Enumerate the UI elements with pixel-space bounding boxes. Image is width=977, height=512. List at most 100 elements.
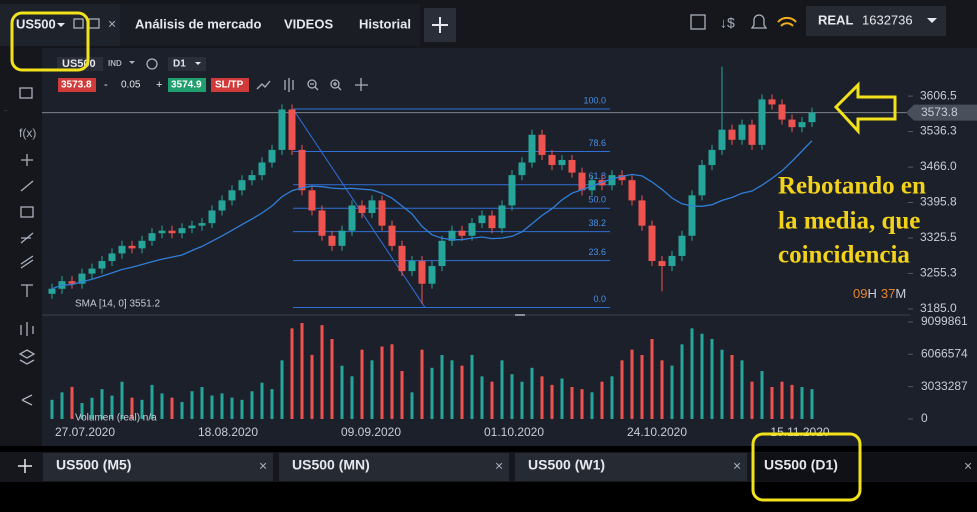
indicator-label: SMA [14, 0] 3551.2 [75, 299, 160, 310]
close-icon[interactable]: × [495, 458, 503, 474]
volume-bar [560, 378, 564, 419]
close-icon[interactable]: × [108, 16, 116, 32]
sltp-button[interactable] [211, 78, 249, 92]
candle-body [798, 122, 806, 128]
candle-body [518, 162, 526, 176]
close-icon[interactable]: × [259, 458, 267, 474]
sell-button[interactable] [58, 78, 96, 92]
tabs-bg [120, 4, 420, 46]
volume-bar [760, 371, 764, 419]
tab[interactable]: Historial [359, 16, 411, 31]
last-price-tag [906, 104, 977, 121]
dropdown-arrow[interactable] [57, 23, 65, 27]
bottom-tab[interactable] [43, 453, 273, 481]
info-icon[interactable] [146, 58, 158, 70]
annotation-text: la media, que [778, 208, 920, 235]
annotation-text: Rebotando en [778, 173, 926, 200]
symbol[interactable]: US500 [16, 16, 56, 31]
volume-bar [660, 360, 664, 419]
fib-label: 23.6 [588, 247, 606, 257]
candle-body [558, 159, 566, 166]
volume-bar [140, 399, 144, 419]
deposit-icon[interactable]: ↓$ [720, 15, 735, 31]
candle-body [638, 200, 646, 226]
volume-bar [690, 328, 694, 419]
volume-bar [220, 393, 224, 419]
candle-body [328, 235, 336, 246]
layout-icon[interactable] [690, 14, 706, 30]
candle-body [628, 180, 636, 201]
bottom-tab-label[interactable]: US500 (W1) [528, 457, 605, 473]
dropdown-arrow[interactable] [195, 62, 201, 65]
spread[interactable]: 0.05 [121, 80, 141, 91]
add-chart[interactable] [18, 459, 32, 473]
volume-bar [380, 346, 384, 419]
volume-bar [400, 371, 404, 419]
sltp[interactable]: SL/TP [215, 80, 244, 91]
candle-body [688, 195, 696, 236]
candle-body [618, 175, 626, 181]
bottom-tab-label[interactable]: US500 (D1) [764, 457, 838, 473]
candle-body [118, 245, 126, 254]
volume-bar [270, 389, 274, 419]
pane-handle[interactable] [515, 314, 525, 316]
timeframe[interactable]: D1 [173, 59, 186, 70]
volume-bar [320, 325, 324, 419]
volume-bar [50, 399, 54, 419]
candle-body [408, 260, 416, 272]
highlight-box [751, 432, 862, 502]
candle-body [708, 149, 716, 166]
volume-bar [250, 391, 254, 419]
minus[interactable]: - [104, 79, 108, 91]
volume-bar [330, 339, 334, 419]
candle-body [488, 215, 496, 229]
candle-body [88, 268, 96, 274]
buy-price[interactable]: 3574.9 [171, 80, 202, 91]
volume-label: Volumen (real) n/a [75, 413, 157, 424]
bottom-tab[interactable] [279, 453, 509, 481]
candle-body [168, 230, 176, 234]
buy-button[interactable] [168, 78, 206, 92]
candle-body [148, 233, 156, 241]
bell-icon[interactable] [750, 14, 768, 29]
bottom-tab-label[interactable]: US500 (MN) [292, 457, 370, 473]
dropdown-arrow[interactable] [927, 18, 937, 23]
dropdown-arrow[interactable] [129, 61, 135, 64]
volume-bar [670, 365, 674, 419]
candle-body [158, 230, 166, 234]
candle-body [268, 149, 276, 163]
candle-body [548, 154, 556, 166]
candle-body [478, 215, 486, 224]
account-type[interactable]: REAL [818, 12, 853, 27]
volume-bar [810, 389, 814, 419]
x-tick-label: 18.08.2020 [198, 425, 258, 439]
fib-label: 100.0 [583, 95, 606, 105]
chart-tools[interactable] [256, 78, 368, 92]
timeframe-box[interactable] [168, 57, 206, 71]
plus[interactable]: + [156, 79, 162, 91]
highlight-arrow [833, 81, 897, 135]
tab[interactable]: Análisis de mercado [135, 16, 261, 31]
sell-price[interactable]: 3573.8 [61, 80, 92, 91]
volume-bar [150, 384, 154, 419]
candle-body [218, 200, 226, 211]
candle-body [358, 205, 366, 214]
volume-bar [600, 381, 604, 419]
bottom-tab[interactable] [515, 453, 747, 481]
tab[interactable]: VIDEOS [284, 16, 333, 31]
bottom-tab-active[interactable] [752, 453, 977, 481]
toolbar-icons[interactable]: f(x) [18, 87, 36, 406]
bottom-tab-label[interactable]: US500 (M5) [56, 457, 131, 473]
balance[interactable]: 1632736 [862, 12, 913, 27]
y-tick-label: 3466.0 [920, 159, 957, 173]
account-box[interactable] [806, 6, 946, 36]
candle-body [658, 260, 666, 267]
close-icon[interactable]: × [733, 458, 741, 474]
volume-bar [650, 339, 654, 419]
volume-bar [480, 376, 484, 419]
divider [4, 110, 7, 111]
close-icon[interactable]: × [964, 458, 972, 474]
detach-icon[interactable] [73, 18, 84, 29]
volume-bar [60, 392, 64, 419]
volume-bar [70, 387, 74, 419]
